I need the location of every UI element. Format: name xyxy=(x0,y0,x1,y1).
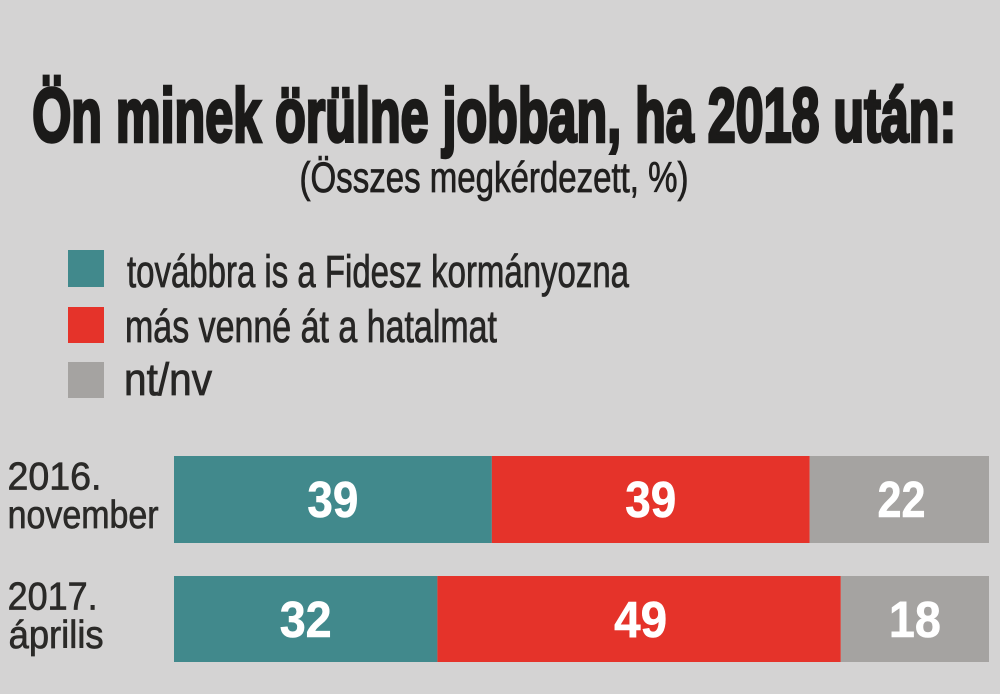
svg-text:2017.: 2017. xyxy=(8,576,98,619)
svg-text:39: 39 xyxy=(307,471,358,528)
svg-text:49: 49 xyxy=(614,591,667,648)
svg-text:2016.: 2016. xyxy=(8,456,102,499)
svg-text:39: 39 xyxy=(625,471,676,528)
svg-text:(Összes megkérdezett, %): (Összes megkérdezett, %) xyxy=(300,154,689,202)
svg-text:18: 18 xyxy=(889,591,941,648)
svg-text:nt/nv: nt/nv xyxy=(124,354,212,405)
svg-text:Ön minek örülne jobban, ha 201: Ön minek örülne jobban, ha 2018 után: xyxy=(32,73,956,158)
svg-text:továbbra is a Fidesz kormányoz: továbbra is a Fidesz kormányozna xyxy=(127,246,630,297)
svg-text:november: november xyxy=(8,494,159,537)
svg-text:más venné át a hatalmat: más venné át a hatalmat xyxy=(125,301,497,352)
svg-text:32: 32 xyxy=(280,591,332,648)
svg-text:22: 22 xyxy=(878,471,926,528)
svg-text:április: április xyxy=(9,614,104,657)
